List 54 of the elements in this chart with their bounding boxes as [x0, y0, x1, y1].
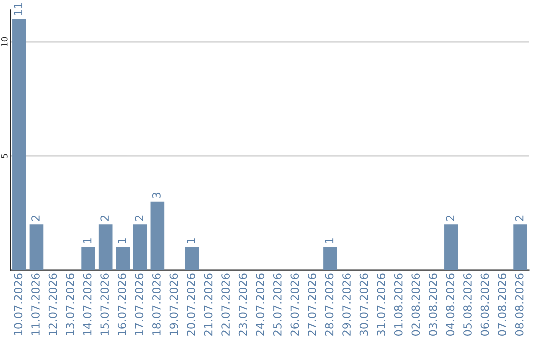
bar: [133, 224, 148, 270]
x-tick-label: 26.07.2026: [290, 274, 300, 336]
bar: [150, 202, 165, 270]
data-label: 3: [152, 192, 161, 198]
bar: [116, 247, 130, 270]
data-label: 2: [32, 216, 40, 222]
x-tick-label: 22.07.2026: [222, 274, 230, 336]
x-tick-label: 19.07.2026: [170, 274, 178, 336]
x-tick-label: 08.08.2026: [515, 274, 524, 336]
x-tick-label: 29.07.2026: [342, 274, 351, 336]
bar: [98, 224, 113, 270]
data-label: 2: [515, 216, 524, 222]
x-tick-label: 21.07.2026: [204, 274, 213, 336]
x-tick-label: 31.07.2026: [377, 274, 386, 336]
data-label: 1: [187, 238, 196, 244]
x-tick-label: 17.07.2026: [135, 274, 144, 336]
x-tick-label: 30.07.2026: [360, 274, 368, 336]
x-tick-label: 05.08.2026: [464, 274, 472, 336]
bar: [185, 247, 200, 270]
x-tick-label: 27.07.2026: [308, 274, 316, 336]
data-label: 1: [84, 238, 92, 244]
bar: [82, 247, 96, 270]
bar: [324, 247, 338, 270]
y-tick-label: 5: [2, 154, 8, 158]
x-tick-label: 28.07.2026: [325, 274, 334, 336]
x-tick-label: 03.08.2026: [428, 274, 438, 336]
bar: [30, 224, 44, 270]
x-tick-label: 20.07.2026: [187, 274, 196, 336]
x-tick-label: 13.07.2026: [66, 274, 75, 336]
x-tick-label: 11.07.2026: [32, 274, 40, 336]
x-tick-label: 23.07.2026: [238, 274, 248, 336]
x-tick-label: 12.07.2026: [48, 274, 58, 336]
x-tick-label: 24.07.2026: [256, 274, 265, 336]
bar: [12, 19, 26, 270]
data-label: 2: [135, 216, 144, 222]
x-tick-label: 02.08.2026: [412, 274, 420, 336]
x-tick-label: 10.07.2026: [14, 274, 23, 336]
data-label: 1: [325, 238, 334, 244]
data-label: 1: [118, 238, 126, 244]
x-tick-label: 01.08.2026: [394, 274, 403, 336]
x-tick-label: 07.08.2026: [498, 274, 507, 336]
x-tick-label: 25.07.2026: [273, 274, 282, 336]
data-label: 11: [14, 3, 23, 16]
y-tick-label: 10: [1, 37, 8, 47]
x-tick-label: 06.08.2026: [480, 274, 490, 336]
x-tick-label: 14.07.2026: [83, 274, 92, 336]
data-label: 2: [100, 216, 109, 222]
x-tick-label: 18.07.2026: [152, 274, 161, 336]
bar: [444, 224, 458, 270]
x-tick-label: 04.08.2026: [446, 274, 455, 336]
bar: [514, 224, 528, 270]
x-tick-label: 15.07.2026: [100, 274, 110, 336]
x-tick-label: 16.07.2026: [118, 274, 126, 336]
data-label: 2: [446, 216, 455, 222]
